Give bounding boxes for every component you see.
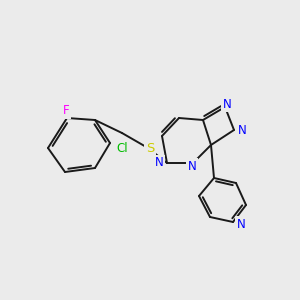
Text: Cl: Cl	[116, 142, 128, 154]
Text: S: S	[146, 142, 154, 154]
Text: N: N	[188, 160, 196, 172]
Text: N: N	[237, 218, 245, 230]
Text: N: N	[223, 98, 231, 110]
Text: N: N	[238, 124, 246, 136]
Text: F: F	[63, 104, 69, 118]
Text: N: N	[154, 157, 164, 169]
